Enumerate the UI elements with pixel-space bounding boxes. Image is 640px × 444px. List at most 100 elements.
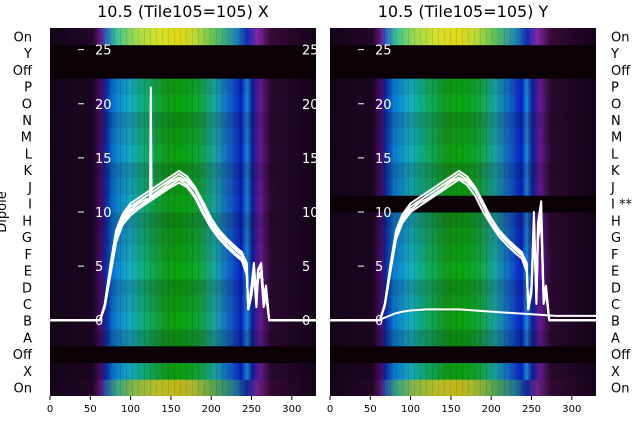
x-tick-label: 200	[482, 404, 501, 415]
heatmap-row-texture	[330, 262, 596, 280]
dipole-label: M	[611, 131, 622, 146]
heatmap-row-texture	[50, 379, 316, 396]
dipole-label: Y	[610, 47, 619, 62]
heatmap-row-texture	[50, 178, 316, 196]
x-tick-label: 0	[47, 404, 53, 415]
y-axis-label: Dipole	[0, 191, 10, 232]
dipole-label: Off	[13, 64, 33, 79]
x-tick: 50	[364, 396, 377, 415]
series-line	[330, 308, 596, 322]
heatmap-row-texture	[330, 228, 596, 246]
y-tick: 20	[358, 98, 392, 113]
y-tick: 25 25	[78, 44, 319, 59]
x-tick-label: 200	[202, 404, 221, 415]
x-tick-label: 150	[161, 404, 180, 415]
dipole-label: P	[611, 81, 619, 96]
dipole-label: D	[611, 281, 621, 296]
y-tick-label-right: 0	[302, 314, 310, 329]
y-tick-label: 25	[375, 44, 392, 59]
dipole-label: G	[611, 231, 621, 246]
y-tick-label-right: 20	[302, 98, 319, 113]
dipole-label: N	[22, 114, 32, 129]
x-tick: 300	[282, 396, 301, 415]
dipole-label: Y	[23, 47, 32, 62]
series-group	[50, 86, 316, 322]
heatmap-row	[330, 44, 596, 62]
dipole-label: C	[611, 298, 620, 313]
dipole-label: Off	[13, 348, 33, 363]
heatmap-row-texture	[330, 145, 596, 163]
heatmap-row-texture	[50, 28, 316, 46]
heatmap-row-texture	[50, 195, 316, 213]
y-tick: 15	[358, 152, 392, 167]
x-tick-label: 100	[401, 404, 420, 415]
y-tick: 0	[358, 314, 383, 329]
dipole-label: E	[24, 265, 32, 280]
y-tick-label: 0	[375, 314, 383, 329]
dipole-label: M	[21, 131, 32, 146]
dipole-label: A	[23, 331, 32, 346]
x-tick-label: 0	[327, 404, 333, 415]
y-tick: 20 20	[78, 98, 319, 113]
x-tick-label: 50	[84, 404, 97, 415]
x-tick-label: 300	[282, 404, 301, 415]
x-tick: 100	[121, 396, 140, 415]
y-tick: 25	[358, 44, 392, 59]
dipole-label: On	[14, 30, 32, 45]
heatmap	[330, 28, 596, 396]
heatmap-row	[330, 61, 596, 79]
dipole-label: F	[25, 248, 32, 263]
dipole-label: Off	[611, 64, 631, 79]
heatmap-row-texture	[330, 312, 596, 330]
y-tick-label: 0	[95, 314, 103, 329]
heatmap-row-texture	[330, 111, 596, 129]
dipole-label: A	[611, 331, 620, 346]
dipole-label: K	[611, 164, 620, 179]
dipole-label: On	[611, 382, 629, 397]
heatmap-row-texture	[330, 379, 596, 396]
dipole-label: J	[610, 181, 615, 196]
dipole-label: H	[22, 214, 32, 229]
series-line	[330, 169, 596, 322]
heatmap-row-texture	[50, 128, 316, 146]
dipole-label: D	[22, 281, 32, 296]
dipole-label: G	[22, 231, 32, 246]
dipole-label: O	[611, 97, 621, 112]
x-tick: 100	[401, 396, 420, 415]
heatmap-row	[50, 44, 316, 62]
dipole-label: Off	[611, 348, 631, 363]
x-tick: 200	[482, 396, 501, 415]
dipole-label: B	[611, 315, 620, 330]
dipole-label: C	[23, 298, 32, 313]
dipole-label: X	[23, 365, 32, 380]
x-tick-label: 100	[121, 404, 140, 415]
heatmap-row	[330, 195, 596, 213]
dipole-label: On	[611, 30, 629, 45]
panel-title: 10.5 (Tile105=105) Y	[378, 2, 549, 21]
heatmap	[50, 28, 316, 396]
heatmap-row-texture	[330, 212, 596, 230]
dipole-label: I **	[611, 198, 632, 213]
y-tick-label: 5	[375, 260, 383, 275]
heatmap-row-texture	[330, 278, 596, 297]
dipole-label: X	[611, 365, 620, 380]
y-tick-label: 10	[375, 206, 392, 221]
heatmap-row-texture	[50, 312, 316, 330]
heatmap-row-texture	[50, 262, 316, 280]
heatmap-row-texture	[50, 295, 316, 313]
y-tick: 10	[358, 206, 392, 221]
dipole-label: J	[27, 181, 32, 196]
y-tick: 10 10	[78, 206, 319, 221]
heatmap-row-texture	[50, 145, 316, 163]
x-tick-label: 50	[364, 404, 377, 415]
y-tick-label: 15	[95, 152, 112, 167]
dipole-label: P	[24, 81, 32, 96]
dipole-label: H	[611, 214, 621, 229]
heatmap-row-texture	[50, 362, 316, 380]
dipole-label: E	[611, 265, 619, 280]
